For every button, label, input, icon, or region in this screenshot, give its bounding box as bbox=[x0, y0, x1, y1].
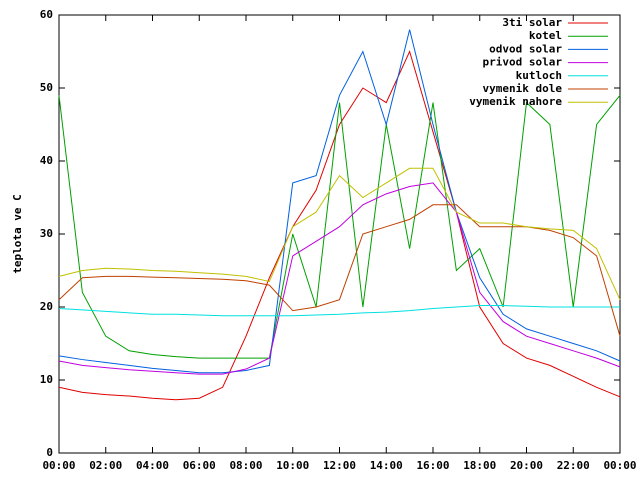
x-tick-label: 14:00 bbox=[370, 459, 403, 472]
legend-label: kotel bbox=[529, 29, 562, 42]
x-tick-label: 16:00 bbox=[416, 459, 449, 472]
series-line bbox=[58, 305, 620, 317]
x-tick-label: 02:00 bbox=[89, 459, 122, 472]
x-tick-label: 12:00 bbox=[323, 459, 356, 472]
legend-label: vymenik nahore bbox=[469, 95, 562, 108]
series-line bbox=[58, 204, 621, 337]
y-tick-label: 30 bbox=[40, 227, 53, 240]
x-tick-label: 18:00 bbox=[463, 459, 496, 472]
y-axis-label: teplota ve C bbox=[11, 194, 24, 273]
series-line bbox=[58, 182, 621, 375]
y-tick-label: 10 bbox=[40, 373, 53, 386]
x-tick-label: 00:00 bbox=[603, 459, 636, 472]
y-tick-label: 40 bbox=[40, 154, 53, 167]
series-line bbox=[58, 29, 621, 374]
x-tick-label: 22:00 bbox=[557, 459, 590, 472]
legend-label: vymenik dole bbox=[483, 82, 563, 95]
x-tick-label: 20:00 bbox=[510, 459, 543, 472]
series-line bbox=[58, 50, 621, 401]
series-line bbox=[58, 167, 621, 300]
y-tick-label: 50 bbox=[40, 81, 53, 94]
legend-label: kutloch bbox=[516, 69, 562, 82]
x-tick-label: 00:00 bbox=[42, 459, 75, 472]
x-tick-label: 10:00 bbox=[276, 459, 309, 472]
x-tick-label: 04:00 bbox=[136, 459, 169, 472]
x-tick-label: 08:00 bbox=[229, 459, 262, 472]
legend-label: 3ti solar bbox=[502, 16, 562, 29]
legend-label: privod solar bbox=[483, 56, 563, 69]
y-tick-label: 20 bbox=[40, 300, 53, 313]
y-tick-label: 0 bbox=[46, 446, 53, 459]
y-tick-label: 60 bbox=[40, 8, 53, 21]
series-line bbox=[58, 94, 621, 359]
x-tick-label: 06:00 bbox=[183, 459, 216, 472]
legend-label: odvod solar bbox=[489, 42, 562, 55]
